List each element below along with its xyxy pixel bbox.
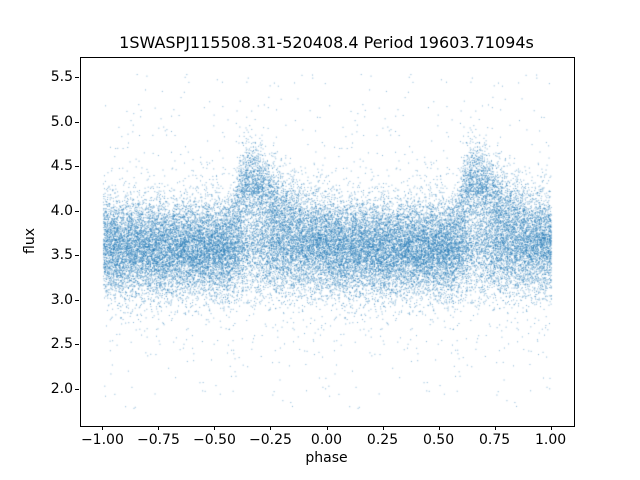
x-axis-label: phase (305, 450, 348, 466)
y-axis-label: flux (22, 228, 38, 254)
x-tick-label: 0.00 (310, 432, 343, 448)
y-tick-mark (75, 299, 79, 301)
y-tick-label: 2.0 (50, 380, 73, 397)
x-tick-mark (550, 426, 552, 430)
plot-area (80, 57, 575, 427)
x-tick-label: −1.00 (80, 432, 124, 448)
x-tick-label: 0.25 (366, 432, 399, 448)
y-tick-mark (75, 255, 79, 257)
y-tick-label: 5.0 (50, 113, 73, 130)
x-tick-mark (158, 426, 160, 430)
y-tick-mark (75, 388, 79, 390)
x-tick-label: −0.50 (193, 432, 236, 448)
y-tick-label: 3.5 (50, 247, 73, 264)
x-tick-label: 0.75 (478, 432, 511, 448)
x-tick-label: −0.25 (249, 432, 292, 448)
x-tick-mark (494, 426, 496, 430)
x-tick-mark (102, 426, 104, 430)
x-tick-mark (382, 426, 384, 430)
y-tick-mark (75, 210, 79, 212)
y-tick-label: 4.5 (50, 158, 73, 175)
y-tick-label: 4.0 (50, 202, 73, 219)
scatter-points-canvas (81, 58, 574, 426)
y-tick-label: 3.0 (50, 291, 73, 308)
y-tick-mark (75, 121, 79, 123)
x-tick-label: 1.00 (534, 432, 567, 448)
y-tick-mark (75, 344, 79, 345)
x-tick-mark (214, 426, 216, 430)
y-tick-label: 2.5 (50, 336, 73, 352)
x-tick-mark (270, 426, 272, 430)
x-tick-mark (438, 426, 440, 430)
x-tick-label: 0.50 (422, 432, 455, 448)
x-tick-mark (326, 426, 328, 430)
chart-title: 1SWASPJ115508.31-520408.4 Period 19603.7… (119, 33, 534, 52)
y-tick-label: 5.5 (50, 69, 73, 86)
y-tick-mark (75, 166, 79, 168)
y-tick-mark (75, 77, 79, 79)
x-tick-label: −0.75 (136, 432, 180, 448)
